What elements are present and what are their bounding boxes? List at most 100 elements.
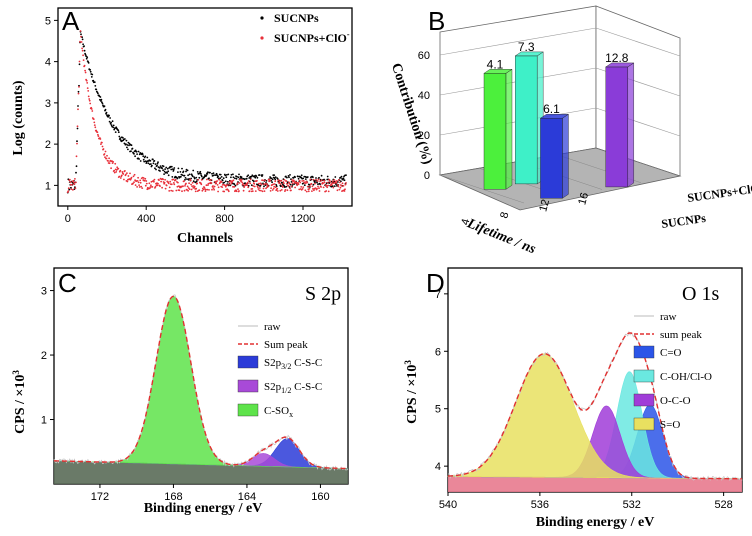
legend-label-s2p: S2p1/2 C-S-C <box>264 381 322 395</box>
panel-c-ytick-label: 3 <box>41 286 47 298</box>
data-point <box>192 169 195 172</box>
data-point <box>169 180 172 183</box>
data-point <box>137 176 140 179</box>
data-point <box>234 177 236 180</box>
data-point <box>182 170 185 173</box>
data-point <box>177 171 179 174</box>
data-point <box>313 189 315 192</box>
panel-d-ytick-label: 4 <box>435 461 441 473</box>
data-point <box>290 181 293 183</box>
data-point <box>107 116 109 118</box>
data-point <box>293 183 295 186</box>
data-point <box>213 188 216 191</box>
panel-a-ytick-label: 1 <box>45 180 51 192</box>
data-point <box>157 161 159 164</box>
data-point <box>314 182 316 185</box>
data-point <box>230 180 232 182</box>
data-point <box>172 178 175 181</box>
data-point <box>246 181 249 184</box>
data-point <box>320 174 323 177</box>
data-point <box>170 165 173 168</box>
data-point <box>136 153 139 156</box>
data-point <box>157 182 159 185</box>
data-point <box>276 187 279 190</box>
data-point <box>261 190 264 193</box>
data-point <box>207 182 210 185</box>
data-point <box>104 108 107 111</box>
data-point <box>232 179 235 182</box>
data-point <box>284 186 286 189</box>
data-point <box>89 69 92 71</box>
data-point <box>265 187 267 190</box>
panel-d-ytick-label: 7 <box>435 289 441 301</box>
data-point <box>200 179 203 181</box>
data-point <box>164 168 167 171</box>
data-point <box>85 57 88 60</box>
data-point <box>191 181 194 184</box>
data-point <box>83 49 86 52</box>
data-point <box>91 73 94 76</box>
data-point <box>331 182 334 185</box>
data-point <box>224 180 227 183</box>
data-point <box>130 150 132 153</box>
data-point <box>160 180 163 183</box>
panel-c-sum-line <box>54 295 348 470</box>
data-point <box>323 179 325 182</box>
panel-c-legend: raw Sum peak S2p3/2 C-S-C S2p1/2 C-S-C C-SOx <box>237 321 322 419</box>
data-point <box>77 92 80 95</box>
data-point <box>302 177 305 180</box>
data-point <box>220 176 223 178</box>
data-point <box>330 185 333 188</box>
data-point <box>327 184 330 187</box>
data-point <box>126 180 129 183</box>
data-point <box>301 180 304 182</box>
data-point <box>171 190 174 192</box>
panel-d-xtick-label: 532 <box>623 499 641 511</box>
data-point <box>171 176 174 178</box>
data-point <box>223 181 226 184</box>
data-point <box>218 178 221 181</box>
data-point <box>185 170 187 173</box>
data-point <box>250 184 253 187</box>
data-point <box>142 177 145 179</box>
data-point <box>88 99 91 102</box>
data-point <box>284 189 287 191</box>
data-point <box>325 190 328 192</box>
data-point <box>195 180 198 183</box>
data-point <box>115 171 118 173</box>
data-point <box>298 179 301 182</box>
data-point <box>89 102 92 105</box>
data-point <box>145 182 148 185</box>
panel-b-bars: 4.1 7.3 6.1 12.8 <box>483 40 635 199</box>
data-point <box>235 177 238 180</box>
data-point <box>179 171 182 173</box>
data-point <box>138 184 141 187</box>
legend-label-raw: raw <box>264 321 281 333</box>
data-point <box>127 175 130 177</box>
data-point <box>289 174 291 176</box>
data-point <box>123 142 126 145</box>
data-point <box>297 177 300 180</box>
data-point <box>192 180 195 183</box>
data-point <box>257 186 259 189</box>
z-tick-label: 20 <box>418 130 430 142</box>
data-point <box>213 185 216 188</box>
data-point <box>294 186 296 189</box>
data-point <box>258 189 261 192</box>
data-point <box>121 136 124 139</box>
panel-b-depth-label-sucnps: SUCNPs <box>660 211 707 231</box>
data-point <box>128 142 131 145</box>
data-point <box>119 177 122 179</box>
data-point <box>138 153 141 156</box>
data-point <box>286 176 288 179</box>
data-point <box>69 181 72 184</box>
bar-front-face <box>514 55 538 185</box>
data-point <box>70 188 73 191</box>
bar-front-face <box>540 118 563 199</box>
data-point <box>159 165 162 168</box>
data-point <box>177 167 180 170</box>
data-point <box>274 176 277 179</box>
data-point <box>72 189 74 191</box>
grid-line <box>439 27 597 56</box>
